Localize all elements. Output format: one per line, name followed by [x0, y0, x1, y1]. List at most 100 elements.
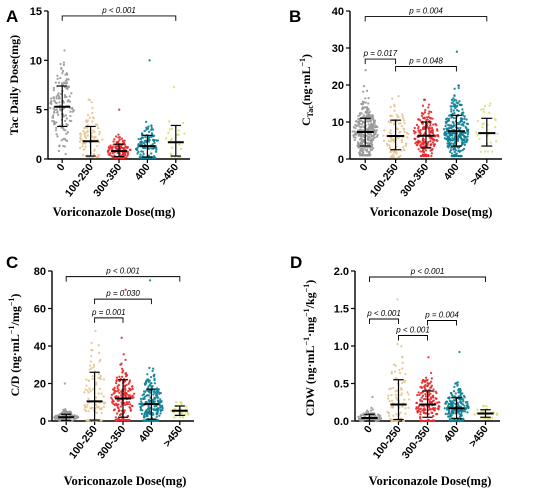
panel-b-point: [365, 134, 368, 137]
panel-b-point: [456, 138, 460, 141]
panel-b-point: [455, 50, 459, 53]
panel-c-point: [127, 394, 130, 397]
panel-b-point: [488, 104, 491, 107]
panel-b-point: [452, 109, 455, 112]
panel-b-point: [445, 130, 449, 133]
panel-c-point: [124, 375, 128, 378]
panel-c-xtick-label: 0: [59, 423, 72, 435]
panel-b-point: [390, 121, 393, 124]
panel-c-point: [129, 403, 132, 406]
panel-d-point: [433, 409, 436, 412]
panel-c-point: [122, 353, 125, 356]
panel-b-point: [432, 143, 435, 146]
panel-a-point: [129, 148, 132, 152]
panel-d-point: [448, 415, 451, 418]
panel-a-point: [54, 81, 57, 84]
panel-d-point: [396, 342, 399, 346]
panel-b-point: [354, 120, 358, 123]
panel-d-sig-bracket: [398, 335, 428, 341]
panel-d-point: [386, 397, 390, 400]
panel-b-point: [465, 122, 469, 125]
panel-b-point: [357, 142, 360, 145]
panel-d-point: [444, 412, 447, 415]
panel-d-point: [359, 414, 362, 418]
panel-b-point: [360, 112, 363, 115]
panel-b-point: [421, 153, 425, 156]
panel-a-point: [63, 93, 67, 97]
panel-a-xtick-label: 400: [133, 161, 153, 182]
panel-c-point: [155, 392, 158, 396]
panel-c-point: [74, 415, 77, 418]
panel-a-sig-bracket: [61, 15, 177, 21]
panel-a-point: [164, 137, 168, 140]
panel-d-point: [403, 379, 407, 383]
panel-b-point: [382, 139, 386, 142]
panel-b-point: [429, 143, 433, 147]
panel-b-point: [450, 101, 454, 105]
panel-c-point: [84, 409, 88, 413]
panel-d-point: [473, 413, 476, 416]
panel-c-point: [102, 405, 106, 409]
panel-c-ylabel-mid: /mg: [8, 306, 22, 326]
panel-a-point: [51, 116, 55, 119]
panel-a-point: [66, 100, 69, 103]
panel-c-point: [145, 414, 149, 417]
panel-c-point: [102, 378, 106, 381]
panel-c-point: [117, 406, 120, 410]
panel-b-point: [483, 150, 487, 153]
panel-b-point: [457, 86, 460, 90]
panel-c-point: [128, 418, 131, 422]
panel-d-point: [429, 371, 433, 375]
panel-b-point: [371, 135, 375, 138]
panel-b-point: [430, 154, 433, 158]
panel-d-point: [401, 361, 404, 364]
panel-a-point: [94, 135, 97, 139]
panel-c-point: [123, 393, 126, 396]
panel-a-point: [58, 101, 61, 104]
panel-b-point: [355, 132, 358, 135]
panel-c-point: [159, 406, 162, 409]
panel-a-point: [82, 130, 85, 133]
panel-b-point: [417, 139, 420, 142]
panel-a-point: [91, 120, 94, 123]
panel-a-point: [95, 155, 98, 159]
panel-a-point: [58, 97, 61, 100]
panel-a-point: [56, 77, 59, 81]
panel-a-xtick-label: >450: [157, 161, 181, 187]
panel-c-point: [91, 374, 94, 378]
panel-d-point: [428, 400, 432, 403]
panel-b-point: [414, 142, 417, 145]
panel-c-point: [173, 407, 176, 411]
panel-b-point: [429, 117, 432, 120]
panel-b-point: [460, 137, 463, 141]
panel-b-point: [392, 123, 396, 126]
panel-d-point: [432, 390, 435, 393]
panel-d-point: [459, 419, 462, 423]
panel-c-point: [117, 410, 120, 413]
panel-a-point: [55, 97, 58, 100]
panel-d-point: [432, 406, 435, 410]
panel-a-point: [55, 121, 58, 124]
panel-b-point: [481, 126, 484, 129]
panel-b-point: [372, 124, 375, 127]
panel-a-point: [144, 140, 148, 143]
panel-b-point: [450, 115, 454, 118]
panel-b-group-3-dots: [442, 50, 470, 158]
panel-b-point: [364, 148, 367, 152]
panel-d-sig-bracket: [427, 320, 457, 326]
panel-d-point: [424, 376, 428, 379]
panel-b-point: [368, 152, 371, 155]
panel-c-point: [88, 368, 91, 371]
panel-d-point: [437, 408, 440, 411]
panel-a-point: [63, 95, 67, 99]
panel-b-point: [367, 123, 370, 126]
panel-d-point: [420, 396, 423, 399]
panel-b-point: [450, 152, 454, 155]
panel-d-point: [401, 355, 404, 359]
panel-d-point: [419, 398, 422, 401]
panel-d-point: [456, 381, 460, 384]
panel-b-point: [467, 130, 470, 134]
panel-b-point: [352, 126, 356, 129]
panel-c-point: [91, 406, 94, 410]
panel-a-point: [60, 82, 64, 85]
